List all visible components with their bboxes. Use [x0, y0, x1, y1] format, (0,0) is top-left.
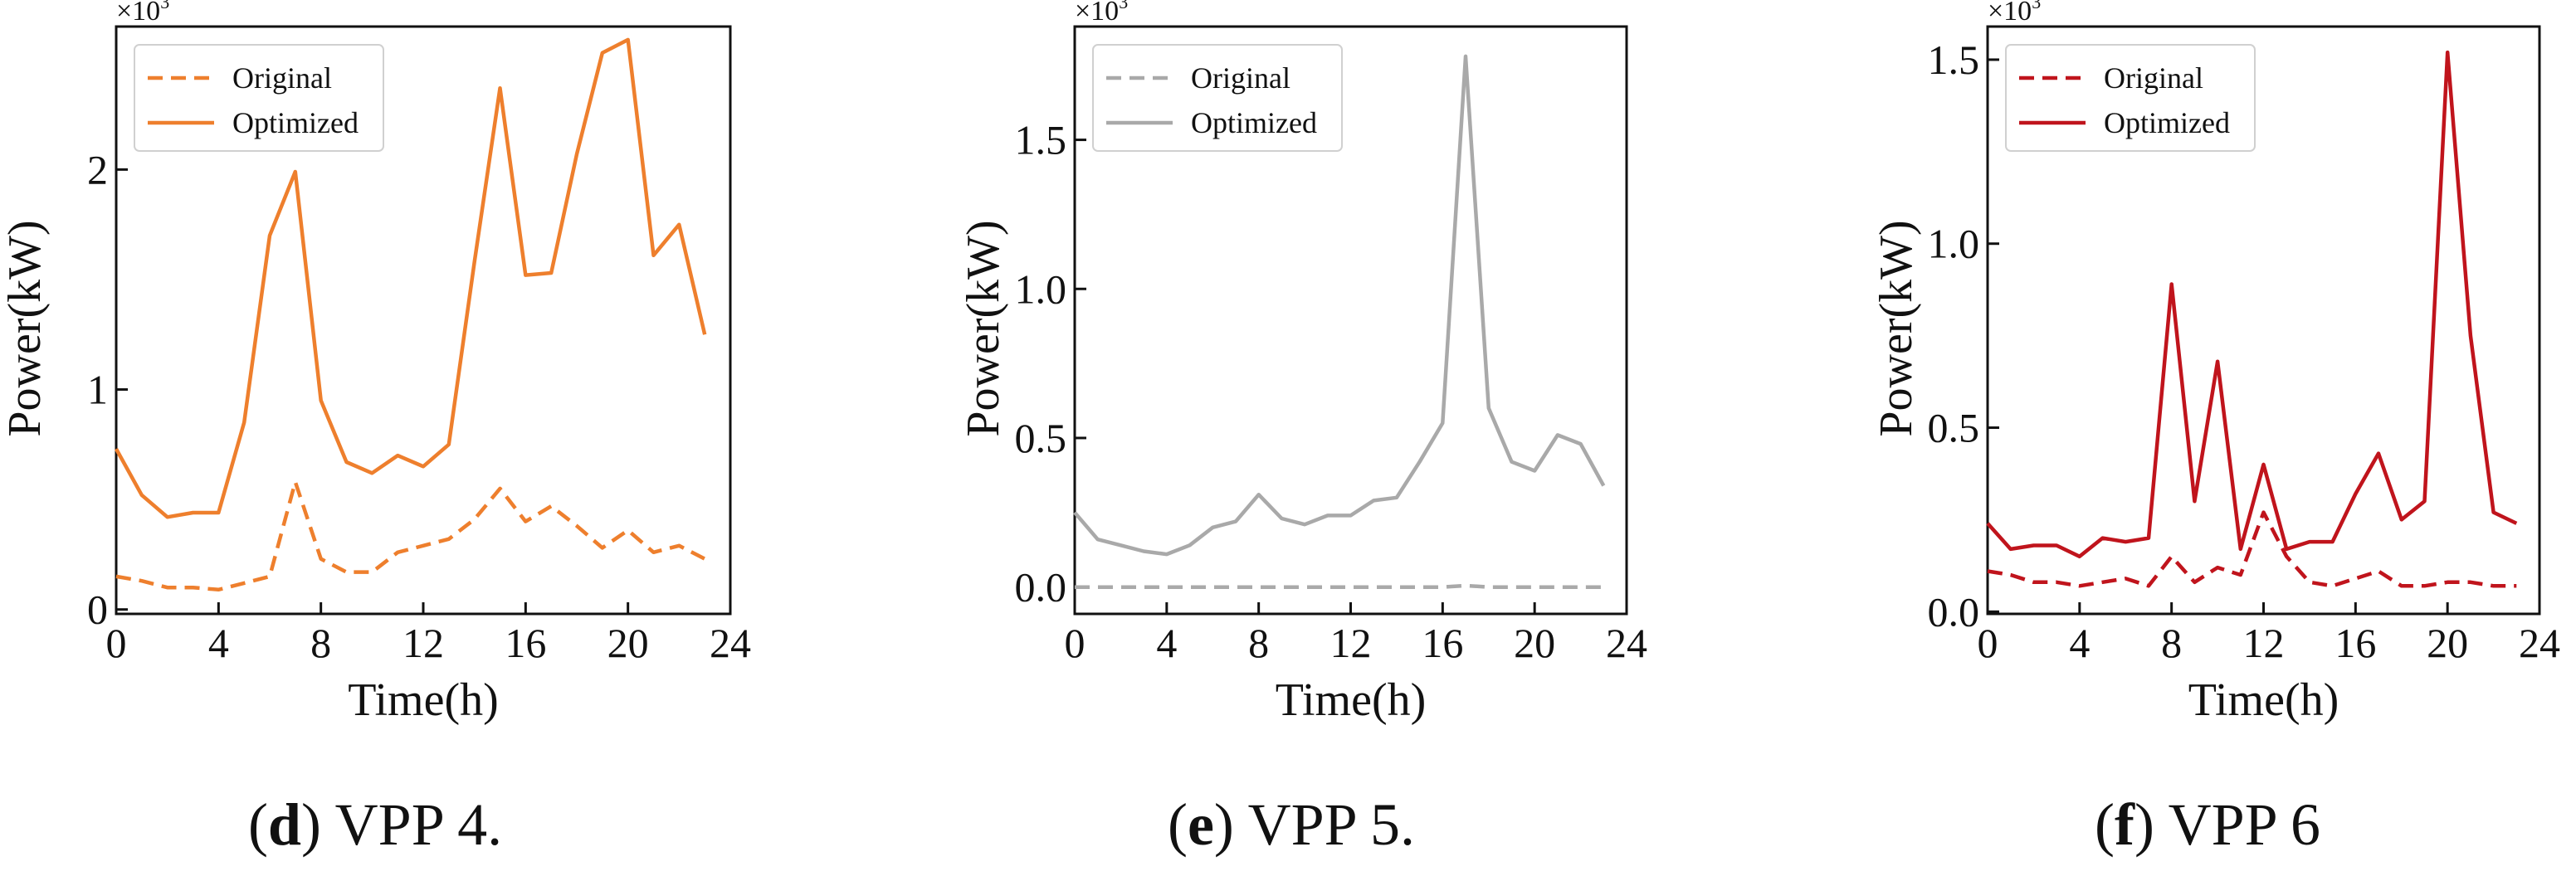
x-tick-label: 20 — [1514, 620, 1555, 666]
x-tick-label: 20 — [607, 620, 649, 666]
caption-text: VPP 6 — [2154, 791, 2320, 858]
y-tick-label: 1.5 — [1928, 37, 1980, 83]
caption-text: VPP 4. — [321, 791, 502, 858]
legend-label-optimized: Optimized — [232, 106, 359, 139]
x-tick-label: 20 — [2427, 620, 2468, 666]
x-tick-label: 16 — [505, 620, 546, 666]
axis-multiplier-label: ×103 — [116, 0, 169, 27]
chart-panel-2: 0 4 8 12 16 20 24 0.0 0.5 1.0 1.5 ×103 Time(h) Power(… — [1871, 0, 2560, 858]
y-axis-label: Power(kW) — [0, 220, 51, 436]
multiplier-base: ×10 — [116, 0, 160, 27]
legend: Original Optimized — [2005, 44, 2256, 152]
panel-caption: (f) VPP 6 — [2095, 791, 2320, 858]
caption-open-paren: ( — [1168, 791, 1188, 858]
y-tick-label: 1.0 — [1928, 221, 1980, 267]
y-tick-label: 1.0 — [1015, 265, 1067, 312]
caption-letter: f — [2115, 791, 2135, 858]
y-tick-label: 0.5 — [1928, 405, 1980, 451]
x-tick-label: 8 — [2161, 620, 2182, 666]
x-tick-label: 8 — [1248, 620, 1269, 666]
legend-label-optimized: Optimized — [2104, 106, 2230, 139]
multiplier-base: ×10 — [1988, 0, 2032, 27]
x-tick-label: 24 — [710, 620, 751, 666]
series-line-optimized — [115, 37, 707, 519]
x-axis-label: Time(h) — [1276, 674, 1427, 726]
legend-label-optimized: Optimized — [1191, 106, 1317, 139]
series-line-original — [1075, 583, 1604, 589]
caption-open-paren: ( — [248, 791, 268, 858]
legend-label-original: Original — [232, 61, 332, 95]
caption-letter: d — [268, 791, 301, 858]
x-tick-label: 12 — [1330, 620, 1372, 666]
x-axis-label: Time(h) — [2188, 674, 2339, 726]
y-tick-label: 0.0 — [1928, 588, 1980, 635]
multiplier-exponent: 3 — [160, 0, 169, 12]
y-tick-label: 0.0 — [1015, 564, 1067, 611]
x-tick-label: 24 — [2519, 620, 2560, 666]
panel-caption: (d) VPP 4. — [248, 791, 502, 858]
y-tick-label: 0.5 — [1015, 415, 1067, 461]
caption-open-paren: ( — [2095, 791, 2115, 858]
x-tick-label: 16 — [2334, 620, 2376, 666]
x-tick-label: 0 — [1065, 620, 1086, 666]
x-tick-label: 0 — [1978, 620, 1998, 666]
chart-panel-0: 0 4 8 12 16 20 24012×103Time(h)Power(kW)Origin… — [0, 0, 751, 858]
panel-caption: (e) VPP 5. — [1168, 791, 1415, 858]
x-axis-label: Time(h) — [348, 674, 499, 726]
series-line-optimized — [1073, 54, 1606, 557]
x-tick-label: 12 — [402, 620, 444, 666]
legend-label-original: Original — [2104, 61, 2203, 95]
y-tick-label: 0 — [87, 587, 108, 633]
x-tick-label: 16 — [1422, 620, 1463, 666]
y-tick-label: 2 — [87, 146, 108, 192]
x-tick-label: 0 — [106, 620, 127, 666]
x-tick-label: 4 — [2069, 620, 2090, 666]
multiplier-exponent: 3 — [2032, 0, 2041, 12]
caption-close-paren: ) — [301, 791, 321, 858]
y-axis-label: Power(kW) — [1871, 220, 1922, 436]
caption-letter: e — [1188, 791, 1214, 858]
caption-close-paren: ) — [1214, 791, 1234, 858]
caption-close-paren: ) — [2134, 791, 2154, 858]
chart-panel-1: 0 4 8 12 16 20 24 0.0 0.5 1.0 1.5 ×103 Time(h) Power(… — [958, 0, 1647, 858]
multiplier-base: ×10 — [1075, 0, 1119, 27]
series-line-original — [115, 479, 706, 592]
caption-text: VPP 5. — [1234, 791, 1415, 858]
series-line-optimized — [1986, 50, 2518, 559]
legend: Original Optimized — [134, 44, 384, 152]
series-line-original — [1987, 510, 2517, 588]
y-tick-label: 1.5 — [1015, 117, 1067, 163]
y-tick-label: 1 — [87, 367, 108, 413]
x-tick-label: 4 — [208, 620, 229, 666]
axis-multiplier-label: ×103 — [1075, 0, 1128, 27]
legend-label-original: Original — [1191, 61, 1290, 95]
x-tick-label: 24 — [1606, 620, 1647, 666]
legend: Original Optimized — [1092, 44, 1343, 152]
x-tick-label: 12 — [2243, 620, 2285, 666]
axis-multiplier-label: ×103 — [1988, 0, 2041, 27]
y-axis-label: Power(kW) — [958, 220, 1009, 436]
multiplier-exponent: 3 — [1119, 0, 1128, 12]
x-tick-label: 8 — [310, 620, 331, 666]
x-tick-label: 4 — [1156, 620, 1177, 666]
